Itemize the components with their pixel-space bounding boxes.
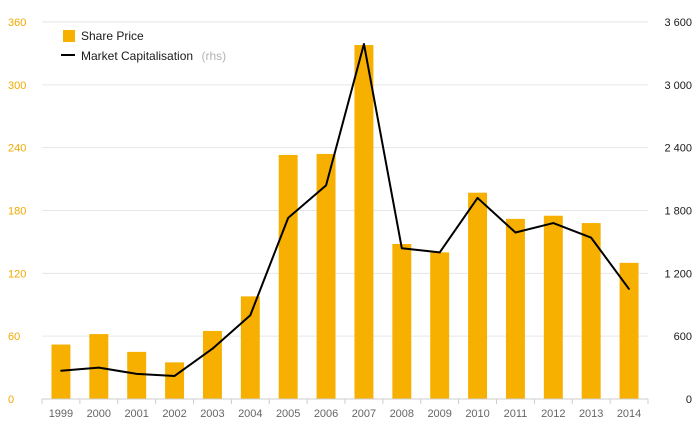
market-cap-point [628,288,630,290]
legend-label-share-price: Share Price [81,29,144,43]
market-cap-line-layer [60,42,630,377]
y-left-tick-label: 180 [8,206,26,218]
y-right-tick-label: 600 [674,331,692,343]
x-tick-label: 2008 [390,408,414,420]
market-cap-point [249,314,252,317]
share-price-bar [278,154,298,399]
y-right-tick-label: 0 [686,394,692,406]
x-tick-label: 2002 [162,408,186,420]
share-price-bar [619,262,639,399]
market-cap-point [325,184,327,187]
share-price-bar [127,351,147,399]
x-tick-label: 2007 [352,408,376,420]
x-tick-label: 2004 [238,408,262,420]
x-tick-label: 2013 [579,408,603,420]
legend-label-market-cap: Market Capitalisation [81,49,193,63]
x-tick-label: 2001 [124,408,148,420]
share-price-bar [89,334,109,399]
share-price-bar [51,344,71,399]
legend-label-market-cap-group: Market Capitalisation (rhs) [81,47,226,64]
share-price-bar [316,153,336,399]
market-cap-point [514,231,517,234]
y-left-tick-label: 240 [8,143,26,155]
market-cap-point [98,366,100,369]
x-tick-label: 2009 [427,408,451,420]
y-right-tick-label: 3 000 [664,80,692,92]
share-price-bar [165,362,185,399]
x-tick-label: 2005 [276,408,300,420]
market-cap-point [287,217,289,219]
y-left-tick-label: 360 [8,17,26,29]
x-tick-label: 2006 [314,408,338,420]
share-price-bar [240,296,260,399]
x-tick-label: 1999 [49,408,73,420]
y-left-tick-label: 0 [8,394,14,406]
legend: Share Price Market Capitalisation (rhs) [61,29,226,64]
share-price-bar [202,330,222,399]
share-price-bar [392,244,412,399]
market-cap-point [173,375,176,377]
y-right-tick-label: 2 400 [664,143,692,155]
market-cap-point [363,43,365,45]
share-price-bar [430,252,450,399]
y-left-tick-label: 300 [8,80,26,92]
share-price-bar [505,218,525,399]
x-tick-label: 2012 [541,408,565,420]
share-price-bars [51,45,639,400]
share-price-bar [543,215,563,399]
y-right-tick-label: 3 600 [664,17,692,29]
market-cap-point [590,236,592,239]
share-price-bar [468,192,488,399]
y-left-tick-label: 60 [8,331,20,343]
market-cap-point [438,251,441,254]
market-cap-point [211,347,214,350]
y-right-tick-label: 1 200 [664,268,692,280]
x-tick-label: 2011 [504,408,528,420]
legend-note-rhs: (rhs) [202,49,227,63]
share-price-bar [581,223,601,399]
market-cap-point [401,247,403,249]
market-cap-point [60,369,62,372]
y-right-tick-label: 1 800 [664,206,692,218]
x-tick-label: 2010 [465,408,489,420]
x-tick-label: 2014 [617,408,641,420]
x-tick-label: 2000 [87,408,111,420]
axes: 0 0 60 600 120 1 200 180 1 800 240 2 400 300 3 000 3… [8,17,692,420]
share-price-bar [354,45,374,400]
market-cap-line [60,42,630,377]
legend-swatch-share-price [63,30,75,42]
market-cap-point [476,197,479,199]
x-tick-label: 2003 [200,408,224,420]
y-left-tick-label: 120 [8,268,26,280]
market-cap-point [552,222,555,224]
market-cap-point [135,373,138,375]
